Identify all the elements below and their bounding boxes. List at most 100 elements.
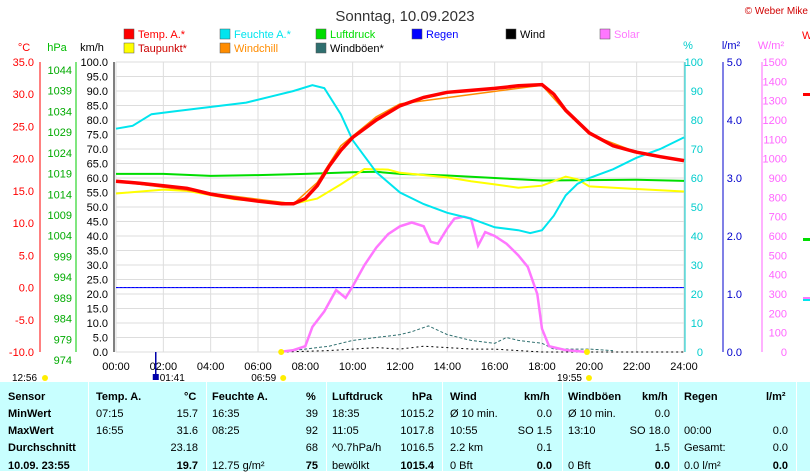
x-tick: 24:00 — [670, 361, 698, 373]
hpa-tick: 979 — [54, 334, 72, 346]
temp-axis-unit: °C — [18, 42, 30, 54]
gust-value: 0.0 — [654, 408, 670, 420]
hpa-tick: 1004 — [48, 231, 72, 243]
wind-tick: 50.0 — [87, 202, 108, 214]
legend-swatch — [505, 28, 517, 40]
wind-value: 0.0 — [536, 460, 552, 472]
series-solar — [279, 215, 588, 354]
wind-tick: 90.0 — [87, 86, 108, 98]
wind-tick: 100.0 — [80, 57, 108, 69]
solar-tick: 1500 — [763, 57, 787, 69]
gust-time: 13:10 — [568, 425, 596, 437]
gust-value: 0.0 — [654, 460, 670, 472]
hpa-tick: 984 — [54, 314, 72, 326]
legend-label: Regen — [426, 29, 458, 41]
solar-tick: 1300 — [763, 96, 787, 108]
rain-tick: 5.0 — [727, 57, 742, 69]
solar-tick: 700 — [769, 212, 787, 224]
x-tick: 02:00 — [150, 361, 178, 373]
moonset-icon — [152, 374, 159, 380]
humidity-tick: 50 — [691, 202, 703, 214]
legend-swatch — [315, 42, 327, 54]
hdr-hum-unit: % — [306, 391, 316, 403]
humidity-value: 39 — [305, 408, 318, 420]
x-tick: 04:00 — [197, 361, 225, 373]
hdr-temp-unit: °C — [184, 391, 197, 403]
wind-tick: 70.0 — [87, 144, 108, 156]
solar-tick: 500 — [769, 250, 787, 262]
wind-tick: 45.0 — [87, 217, 108, 229]
legend-label: Wind — [520, 29, 545, 41]
wind-time: 2.2 km — [450, 442, 484, 454]
pressure-value: 1015.4 — [400, 460, 434, 472]
row-label: 10.09. 23:55 — [8, 460, 70, 472]
side-mark — [803, 238, 810, 241]
hpa-axis-unit: hPa — [47, 42, 67, 54]
rain-tick: 0.0 — [727, 347, 742, 359]
chart-title: Sonntag, 10.09.2023 — [335, 8, 474, 25]
series-windboeen — [279, 325, 614, 353]
gust-time: 0 Bft — [568, 460, 591, 472]
legend-swatch — [219, 28, 231, 40]
hdr-press-unit: hPa — [412, 391, 433, 403]
pressure-time: bewölkt — [332, 460, 370, 472]
humidity-value: 68 — [305, 442, 318, 454]
side-axis-unit: W — [802, 30, 810, 42]
temp-tick: 30.0 — [13, 89, 34, 101]
solar-tick: 200 — [769, 308, 787, 320]
series-luftdruck — [116, 170, 685, 182]
hpa-tick: 994 — [54, 272, 72, 284]
wind-tick: 85.0 — [87, 101, 108, 113]
hpa-tick: 989 — [54, 293, 72, 305]
hpa-tick: 1029 — [48, 127, 72, 139]
hpa-tick: 1019 — [48, 169, 72, 181]
x-tick: 06:00 — [244, 361, 272, 373]
gust-direction: SO 18.0 — [629, 425, 670, 437]
wind-value: 0.0 — [536, 408, 552, 420]
rain-value: 0.0 — [772, 425, 788, 437]
gust-time: Ø 10 min. — [568, 408, 616, 420]
humidity-time: 16:35 — [212, 408, 240, 420]
solar-tick: 900 — [769, 173, 787, 185]
legend-swatch — [315, 28, 327, 40]
wind-tick: 25.0 — [87, 275, 108, 287]
legend-label: Luftdruck — [330, 29, 376, 41]
pressure-time: 11:05 — [332, 425, 359, 437]
hdr-press: Luftdruck — [332, 391, 383, 403]
pressure-value: 1016.5 — [400, 442, 434, 454]
hpa-tick: 1039 — [48, 86, 72, 98]
hdr-wind: Wind — [450, 391, 477, 403]
wind-tick: 35.0 — [87, 246, 108, 258]
gust-value: 1.5 — [654, 442, 670, 454]
row-label: MaxWert — [8, 425, 54, 437]
pressure-time: ^0.7hPa/h — [332, 442, 382, 454]
x-tick: 14:00 — [434, 361, 462, 373]
x-tick: 12:00 — [386, 361, 414, 373]
wind-tick: 75.0 — [87, 130, 108, 142]
temp-tick: 0.0 — [19, 283, 34, 295]
temp-tick: 5.0 — [19, 250, 34, 262]
rain-value: 0.0 — [772, 460, 788, 472]
legend-swatch — [599, 28, 611, 40]
temp-tick: -5.0 — [15, 315, 34, 327]
row-label: MinWert — [8, 408, 52, 420]
moonset-time: 01:41 — [160, 373, 185, 382]
humidity-tick: 100 — [685, 57, 703, 69]
x-tick: 18:00 — [528, 361, 556, 373]
solar-tick: 1100 — [763, 134, 787, 146]
stats-table: Sensor Temp. A. °C Feuchte A. % Luftdruc… — [0, 382, 810, 472]
humidity-tick: 0 — [697, 347, 703, 359]
humidity-tick: 90 — [691, 86, 703, 98]
sunset-icon — [583, 349, 590, 355]
solar-tick: 300 — [769, 289, 787, 301]
hpa-tick: 1034 — [48, 106, 72, 118]
rain-axis-unit: l/m² — [722, 40, 741, 52]
rain-tick: 4.0 — [727, 115, 742, 127]
solar-tick: 1400 — [763, 76, 787, 88]
wind-tick: 55.0 — [87, 188, 108, 200]
side-mark — [803, 299, 810, 301]
wind-tick: 15.0 — [87, 304, 108, 316]
sunset-time: 19:55 — [557, 373, 582, 382]
rain-time: 00:00 — [684, 425, 712, 437]
x-tick: 00:00 — [102, 361, 130, 373]
